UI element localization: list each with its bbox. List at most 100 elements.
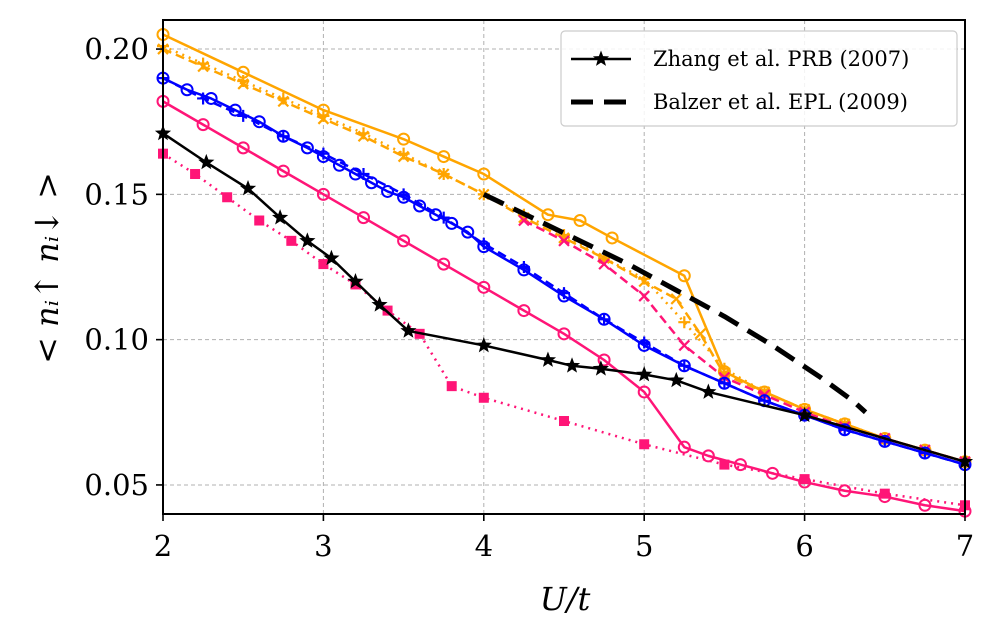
data-point [558, 287, 570, 300]
data-point [272, 209, 289, 225]
data-point [592, 50, 610, 66]
data-point [718, 362, 731, 375]
data-point [678, 316, 691, 329]
ticks: 2 3 4 5 6 7 0.05 0.10 0.15 0.20 [84, 32, 974, 563]
data-point [677, 269, 691, 283]
legend-label: Balzer et al. EPL (2009) [653, 90, 908, 114]
data-point [286, 235, 297, 246]
y-tick-label: 0.05 [84, 468, 149, 502]
data-point [701, 449, 715, 463]
plot-frame [162, 19, 966, 515]
data-point [347, 273, 364, 289]
series-line [162, 132, 966, 463]
series-pink-crosses-dashed [518, 214, 971, 468]
data-point [318, 259, 329, 270]
data-point [598, 313, 611, 326]
legend-label: Zhang et al. PRB (2007) [653, 47, 909, 71]
data-point [397, 234, 411, 248]
data-point [461, 225, 475, 239]
x-tick-label: 5 [635, 529, 653, 563]
x-tick-label: 4 [475, 529, 493, 563]
data-point [397, 147, 410, 160]
data-point [718, 377, 731, 390]
data-point [598, 258, 610, 270]
data-point [445, 216, 459, 230]
data-point [190, 169, 201, 180]
y-tick-label: 0.10 [84, 323, 149, 357]
legend-item: Zhang et al. PRB (2007) [571, 47, 909, 71]
legend-item: Balzer et al. EPL (2009) [571, 90, 908, 114]
data-point [639, 439, 650, 450]
data-point [437, 168, 450, 181]
series-pink-circles [156, 94, 972, 518]
series-layer [154, 28, 974, 518]
data-point [317, 147, 330, 160]
data-point [559, 416, 569, 427]
data-point [799, 474, 810, 485]
y-tick-label: 0.20 [84, 32, 149, 66]
data-point [539, 351, 557, 367]
data-point [558, 235, 570, 247]
data-point [357, 168, 370, 181]
data-point [317, 109, 330, 122]
data-point [517, 261, 530, 273]
data-point [237, 109, 250, 122]
data-point [397, 188, 410, 201]
data-point [605, 231, 619, 245]
data-point [678, 359, 691, 372]
data-point [638, 336, 651, 349]
data-point [276, 164, 290, 178]
data-point [597, 353, 611, 367]
data-point [838, 484, 852, 498]
data-point [517, 304, 531, 318]
data-point [277, 92, 290, 105]
data-point [413, 199, 427, 213]
data-point [637, 385, 651, 399]
data-point [254, 215, 265, 226]
data-point [197, 92, 210, 105]
data-point [381, 184, 395, 198]
data-point [563, 357, 581, 373]
data-point [300, 141, 314, 155]
data-point [236, 141, 250, 155]
data-point [700, 383, 717, 399]
data-point [670, 293, 683, 305]
series-blue-circles [156, 71, 972, 472]
data-point [357, 127, 370, 140]
series-line [162, 152, 966, 507]
series-pink-squares-dotted [158, 148, 970, 511]
data-point [180, 83, 194, 97]
series-line [162, 47, 966, 463]
data-point [446, 381, 457, 392]
x-axis-label: U/t [540, 580, 591, 618]
data-point [397, 132, 411, 146]
data-point [323, 249, 340, 266]
x-tick-label: 6 [795, 529, 813, 563]
data-point [668, 371, 685, 388]
data-point [222, 192, 233, 203]
data-point [573, 214, 587, 228]
data-point [437, 211, 450, 224]
data-point [277, 130, 290, 143]
data-point [678, 339, 691, 352]
data-point [196, 118, 210, 132]
data-point [766, 466, 780, 480]
y-axis-label: < nᵢ↑ nᵢ↓ > [28, 172, 66, 364]
series-line [162, 100, 966, 513]
data-point [638, 290, 650, 302]
data-point [677, 440, 691, 454]
x-tick-label: 3 [314, 529, 332, 563]
series-balzer-et-al-epl-2009 [482, 192, 868, 415]
series-line [482, 192, 868, 415]
data-point [477, 237, 490, 250]
data-point [719, 459, 730, 470]
data-point [733, 458, 747, 472]
data-point [357, 211, 370, 225]
data-point [592, 360, 609, 376]
data-point [636, 366, 653, 382]
data-point [316, 187, 330, 201]
x-tick-label: 2 [154, 529, 172, 563]
series-line [523, 219, 966, 463]
data-point [437, 150, 451, 164]
